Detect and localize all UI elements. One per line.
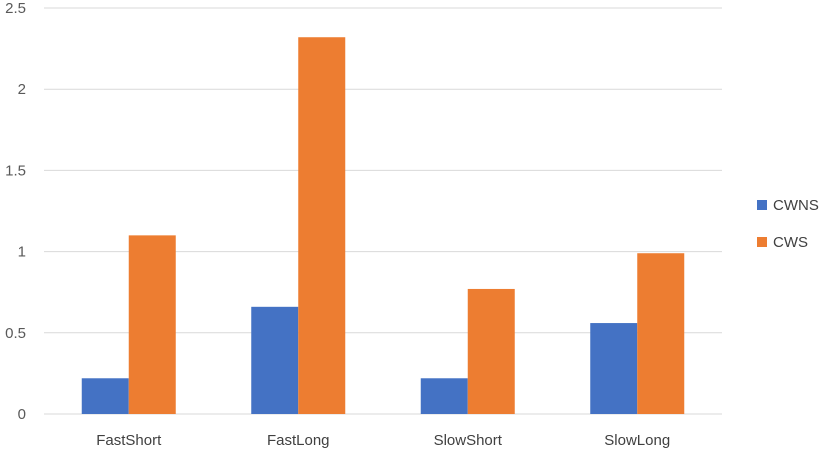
x-category-label: SlowShort	[434, 432, 503, 449]
y-tick-label: 2	[18, 81, 26, 98]
bar-cws-fastshort	[128, 235, 176, 414]
bar-cwns-fastshort	[81, 378, 129, 414]
bar-cwns-fastlong	[251, 306, 299, 414]
bar-cwns-slowshort	[420, 378, 468, 414]
y-tick-label: 2.5	[5, 0, 26, 17]
x-category-label: FastLong	[267, 432, 330, 449]
x-category-label: FastShort	[96, 432, 162, 449]
bars	[81, 37, 685, 415]
legend-swatch-cwns	[757, 200, 767, 210]
y-tick-label: 0.5	[5, 325, 26, 342]
x-axis-labels: FastShort FastLong SlowShort SlowLong	[96, 432, 670, 449]
y-tick-label: 1.5	[5, 162, 26, 179]
legend: CWNS CWS	[757, 197, 819, 251]
legend-label-cws: CWS	[773, 234, 808, 251]
y-tick-label: 1	[18, 244, 26, 261]
bar-cwns-slowlong	[590, 323, 638, 414]
bar-cws-slowlong	[637, 253, 685, 414]
bar-cws-fastlong	[298, 37, 346, 415]
legend-swatch-cws	[757, 237, 767, 247]
y-axis-ticks: 0 0.5 1 1.5 2 2.5	[5, 0, 26, 423]
legend-label-cwns: CWNS	[773, 197, 819, 214]
y-tick-label: 0	[18, 406, 26, 423]
x-category-label: SlowLong	[604, 432, 670, 449]
bar-cws-slowshort	[467, 288, 515, 414]
